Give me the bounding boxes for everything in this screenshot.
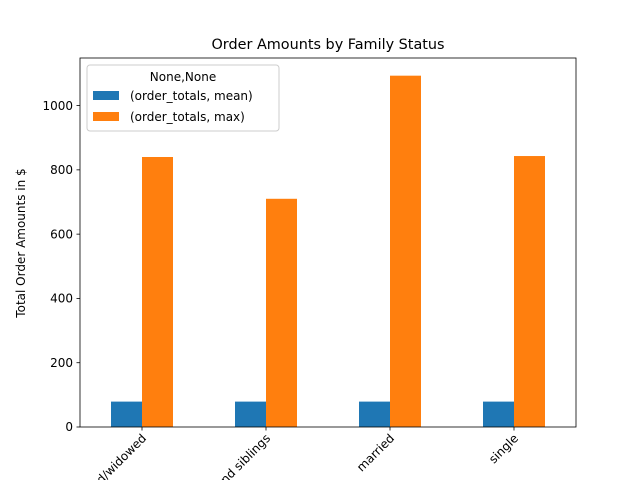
bar-mean-1 bbox=[111, 401, 142, 427]
y-tick-label: 1000 bbox=[42, 99, 73, 113]
y-tick-label: 0 bbox=[65, 420, 73, 434]
bar-max-2 bbox=[266, 198, 297, 427]
bar-mean-4 bbox=[483, 401, 514, 427]
bars-group bbox=[111, 75, 545, 428]
y-tick-label: 800 bbox=[50, 163, 73, 177]
bar-mean-3 bbox=[359, 401, 390, 427]
legend-title: None,None bbox=[150, 70, 216, 84]
legend-label-mean: (order_totals, mean) bbox=[130, 89, 253, 103]
y-axis-ticks: 0 200 400 600 800 1000 bbox=[42, 99, 80, 434]
legend-entries: (order_totals, mean) (order_totals, max) bbox=[93, 89, 253, 124]
legend-swatch-mean bbox=[93, 91, 119, 100]
y-tick-label: 200 bbox=[50, 356, 73, 370]
y-tick-label: 600 bbox=[50, 227, 73, 241]
bar-max-1 bbox=[142, 157, 173, 427]
axes-frame bbox=[79, 57, 577, 428]
y-axis-label: Total Order Amounts in $ bbox=[14, 168, 28, 318]
bar-max-4 bbox=[514, 156, 545, 428]
legend-box bbox=[86, 64, 280, 132]
y-tick-label: 400 bbox=[50, 292, 73, 306]
legend: None,None (order_totals, mean)(order_tot… bbox=[86, 64, 280, 132]
bar-max-3 bbox=[390, 75, 421, 427]
bar-mean-2 bbox=[235, 401, 266, 427]
legend-swatch-max bbox=[93, 112, 119, 121]
chart-title: Order Amounts by Family Status bbox=[211, 37, 444, 53]
legend-label-max: (order_totals, max) bbox=[130, 110, 245, 124]
